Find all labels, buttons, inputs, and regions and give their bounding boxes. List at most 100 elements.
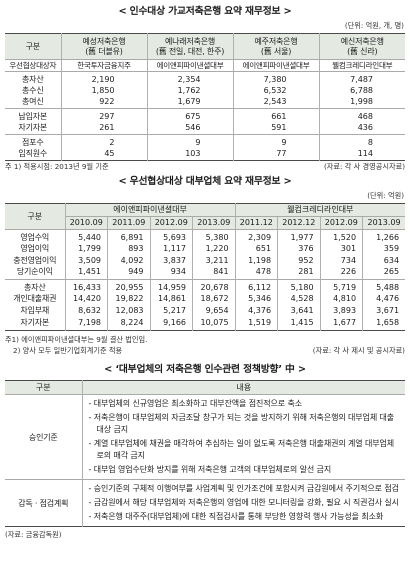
period-header: 2013.09 xyxy=(362,216,406,230)
value-cell: 1,117 xyxy=(149,243,193,255)
table-row: 점포수 2 9 9 8 xyxy=(5,134,405,148)
company-header: 웰컴크레디라인대부 xyxy=(234,203,406,217)
list-item: 계열 대부업체에 채권을 매각하여 추심하는 일이 없도록 저축은행 대출채권의… xyxy=(89,438,402,462)
table-row: 총자산 16,433 20,955 14,959 20,678 6,112 5,180 5,7… xyxy=(5,279,406,294)
value-cell: 6,891 xyxy=(107,229,151,244)
value-cell: 591 xyxy=(232,121,320,135)
value-cell: 7,487 xyxy=(318,71,405,85)
table-row: 자기자본 7,198 8,224 9,166 10,075 1,519 1,415 1,677… xyxy=(5,316,406,331)
value-cell: 634 xyxy=(362,254,406,267)
value-cell: 1,519 xyxy=(234,316,279,331)
row-label: 점포수 xyxy=(5,134,62,148)
value-cell: 893 xyxy=(107,243,151,255)
row-label: 총자산 xyxy=(5,279,66,294)
value-cell: 18,672 xyxy=(192,293,236,306)
table-row: 납입자본 297 675 661 468 xyxy=(5,108,405,122)
value-cell: 478 xyxy=(234,266,279,280)
bank-former-name: (舊 서울) xyxy=(260,46,292,56)
list-item: 저축은행 대주주(대부업체)에 대한 직접검사를 통해 부당한 영향력 행사 가… xyxy=(89,511,402,523)
value-cell: 9 xyxy=(146,134,234,148)
company-header: 에이앤피파이낸셜대부 xyxy=(64,203,236,217)
table-body: 영업수익 5,440 6,891 5,693 5,380 2,309 1,977 1,520 1… xyxy=(5,229,406,331)
bank-former-name: (舊 전일, 대전, 한주) xyxy=(155,46,225,56)
value-cell: 661 xyxy=(232,108,320,122)
value-cell: 468 xyxy=(318,108,405,122)
row-label: 감독 · 점검계획 xyxy=(5,479,83,527)
value-cell: 3,837 xyxy=(149,254,193,267)
value-cell: 1,679 xyxy=(146,95,234,109)
source-note: (자료: 금융감독원) xyxy=(5,530,62,539)
table-row: 충전영업이익 3,509 4,092 3,837 3,211 1,198 952 734 634 xyxy=(5,254,406,267)
section-title: < 우선협상대상 대부업체 요약 재무정보 > xyxy=(118,176,292,187)
value-cell: 45 xyxy=(60,147,148,161)
value-cell: 5,440 xyxy=(64,229,108,244)
column-header-label: 구분 xyxy=(5,33,62,60)
policy-list: 승인기준의 구체적 이행여부를 사업계획 및 인가조건에 포함시켜 금감원에서 … xyxy=(89,483,402,523)
policy-content: 대부업체의 신규영업은 최소화하고 대부잔액을 점진적으로 축소 저축은행이 대… xyxy=(81,394,405,480)
value-cell: 14,959 xyxy=(149,279,193,294)
row-label: 차입부채 xyxy=(5,305,66,317)
bank-name: 예신저축은행 xyxy=(340,36,384,46)
table-row: 당기순이익 1,451 949 934 841 478 281 226 265 xyxy=(5,266,406,280)
table-row: 총수신 1,850 1,762 6,532 6,788 xyxy=(5,84,405,96)
column-header-bank: 예신저축은행 (舊 신라) xyxy=(318,33,405,60)
period-header: 2013.09 xyxy=(192,216,236,230)
value-cell: 14,420 xyxy=(64,293,108,306)
value-cell: 1,658 xyxy=(362,316,406,331)
table-body: 총자산 2,190 2,354 7,380 7,487 총수신 1,850 1,762 6,53… xyxy=(5,71,405,161)
policy-table: 구분 내용 승인기준 대부업체의 신규영업은 최소화하고 대부잔액을 점진적으로… xyxy=(5,380,405,527)
value-cell: 265 xyxy=(362,266,406,280)
table-row: 총자산 2,190 2,354 7,380 7,487 xyxy=(5,71,405,85)
unit-label: (단위: 억원) xyxy=(367,191,404,200)
value-cell: 3,671 xyxy=(362,305,406,317)
value-cell: 1,520 xyxy=(319,229,364,244)
value-cell: 10,075 xyxy=(192,316,236,331)
bank-name: 예성저축은행 xyxy=(82,36,126,46)
value-cell: 376 xyxy=(277,243,321,255)
value-cell: 261 xyxy=(60,121,148,135)
table-row: 영업이익 1,799 893 1,117 1,220 651 376 301 359 xyxy=(5,243,406,255)
value-cell: 1,451 xyxy=(64,266,108,280)
value-cell: 2,190 xyxy=(60,71,148,85)
column-header-label: 구분 xyxy=(5,380,83,395)
footnote-line: 2) 양사 모두 일반기업회계기준 적용 (자료: 각 사 제시 및 공시자료) xyxy=(5,345,405,356)
value-cell: 1,977 xyxy=(277,229,321,244)
period-header: 2012.09 xyxy=(319,216,364,230)
value-cell: 1,998 xyxy=(318,95,405,109)
row-label: 총여신 xyxy=(5,95,62,109)
table-row: 차입부채 8,632 12,083 5,217 9,654 4,376 3,641 3,893… xyxy=(5,305,406,317)
period-header: 2010.09 xyxy=(64,216,108,230)
value-cell: 1,198 xyxy=(234,254,279,267)
table-row: 승인기준 대부업체의 신규영업은 최소화하고 대부잔액을 점진적으로 축소 저축… xyxy=(5,394,405,480)
section-title: < 인수대상 가교저축은행 요약 재무정보 > xyxy=(118,6,292,17)
value-cell: 301 xyxy=(319,243,364,255)
value-cell: 1,266 xyxy=(362,229,406,244)
value-cell: 77 xyxy=(232,147,320,161)
value-cell: 734 xyxy=(319,254,364,267)
value-cell: 2,354 xyxy=(146,71,234,85)
row-label: 임직원수 xyxy=(5,147,62,161)
value-cell: 5,693 xyxy=(149,229,193,244)
row-label: 자기자본 xyxy=(5,121,62,135)
table-header-row: 구분 예성저축은행 (舊 더블유) 예나래저축은행 (舊 전일, 대전, 한주)… xyxy=(5,33,405,60)
value-cell: 5,346 xyxy=(234,293,279,306)
bridge-bank-summary-section: < 인수대상 가교저축은행 요약 재무정보 > (단위: 억원, 개, 명) 구… xyxy=(5,4,405,172)
value-cell: 19,822 xyxy=(107,293,151,306)
row-label: 자기자본 xyxy=(5,316,66,331)
period-header: 2011.09 xyxy=(107,216,151,230)
row-label: 충전영업이익 xyxy=(5,254,66,267)
footnote-line: 주 1) 적용시점: 2013년 9월 기준 (자료: 각 사 경영공시자료) xyxy=(5,162,405,172)
source-note: (자료: 각 사 경영공시자료) xyxy=(323,162,405,171)
bidder-cell: 한국투자금융지주 xyxy=(60,59,148,72)
row-label: 총자산 xyxy=(5,71,62,85)
table-row: 감독 · 점검계획 승인기준의 구체적 이행여부를 사업계획 및 인가조건에 포… xyxy=(5,479,405,527)
value-cell: 436 xyxy=(318,121,405,135)
lender-financial-table: 구분 에이앤피파이낸셜대부 웰컴크레디라인대부 2010.09 2011.09 … xyxy=(5,203,406,331)
value-cell: 2,543 xyxy=(232,95,320,109)
bank-former-name: (舊 더블유) xyxy=(85,46,123,56)
value-cell: 4,092 xyxy=(107,254,151,267)
column-header-label: 구분 xyxy=(5,203,66,230)
value-cell: 5,380 xyxy=(192,229,236,244)
period-header: 2011.12 xyxy=(234,216,279,230)
footnote: 주1) 에이앤피파이낸셜대부는 9월 결산 법인임. xyxy=(5,334,148,344)
